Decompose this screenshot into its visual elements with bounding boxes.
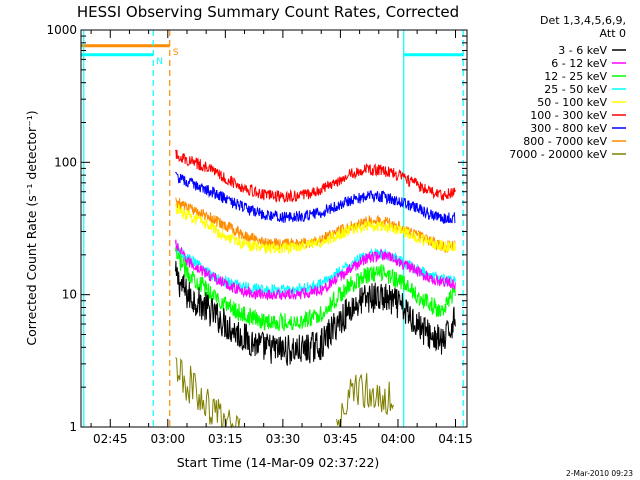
legend-header-line-2: Att 0 (600, 27, 626, 40)
x-tick-label: 03:30 (266, 432, 301, 446)
series-layer (175, 149, 456, 429)
legend-label: 25 - 50 keV (544, 83, 607, 96)
legend-label: 6 - 12 keV (551, 57, 607, 70)
plot-frame (80, 29, 468, 428)
y-axis-label: Corrected Count Rate (s⁻¹ detector⁻¹) (24, 110, 39, 345)
state-flag-label: N (156, 57, 163, 67)
x-tick-label: 03:00 (151, 432, 186, 446)
legend-label: 3 - 6 keV (558, 44, 607, 57)
x-axis-ticks: 02:45 03:00 03:15 03:30 03:45 04:00 04:15 (90, 30, 473, 446)
legend-label: 300 - 800 keV (530, 122, 607, 135)
series-line-2 (175, 246, 456, 332)
legend-header-line-1: Det 1,3,4,5,6,9, (540, 14, 626, 27)
y-tick-label: 10 (62, 288, 77, 302)
x-axis-label: Start Time (14-Mar-09 02:37:22) (177, 455, 380, 470)
x-tick-label: 02:45 (93, 432, 128, 446)
series-line-5 (175, 149, 456, 204)
y-tick-label: 1 (69, 420, 77, 434)
state-flag-label: S (173, 48, 179, 58)
chart-title: HESSI Observing Summary Count Rates, Cor… (77, 3, 459, 21)
series-line-1 (175, 239, 456, 301)
legend-label: 12 - 25 keV (544, 70, 607, 83)
y-axis-ticks: 1 10 100 1000 (46, 23, 467, 434)
x-tick-label: 04:00 (381, 432, 416, 446)
x-tick-label: 03:15 (208, 432, 243, 446)
plot-area: NS 02:45 03:00 03:15 03:30 03:45 04:00 04:15 1… (46, 23, 472, 446)
x-tick-label: 03:45 (323, 432, 358, 446)
footer-timestamp: 2-Mar-2010 09:23 (566, 469, 633, 478)
series-line-6 (175, 171, 456, 224)
y-tick-label: 1000 (46, 23, 77, 37)
series-line-4 (175, 202, 456, 255)
legend-label: 800 - 7000 keV (523, 135, 607, 148)
y-tick-label: 100 (54, 155, 77, 169)
legend-label: 7000 - 20000 keV (509, 148, 607, 161)
legend-label: 100 - 300 keV (530, 109, 607, 122)
series-line-0 (175, 260, 456, 366)
legend-label: 50 - 100 keV (537, 96, 607, 109)
series-line-8 (175, 357, 394, 429)
x-tick-label: 04:15 (438, 432, 473, 446)
